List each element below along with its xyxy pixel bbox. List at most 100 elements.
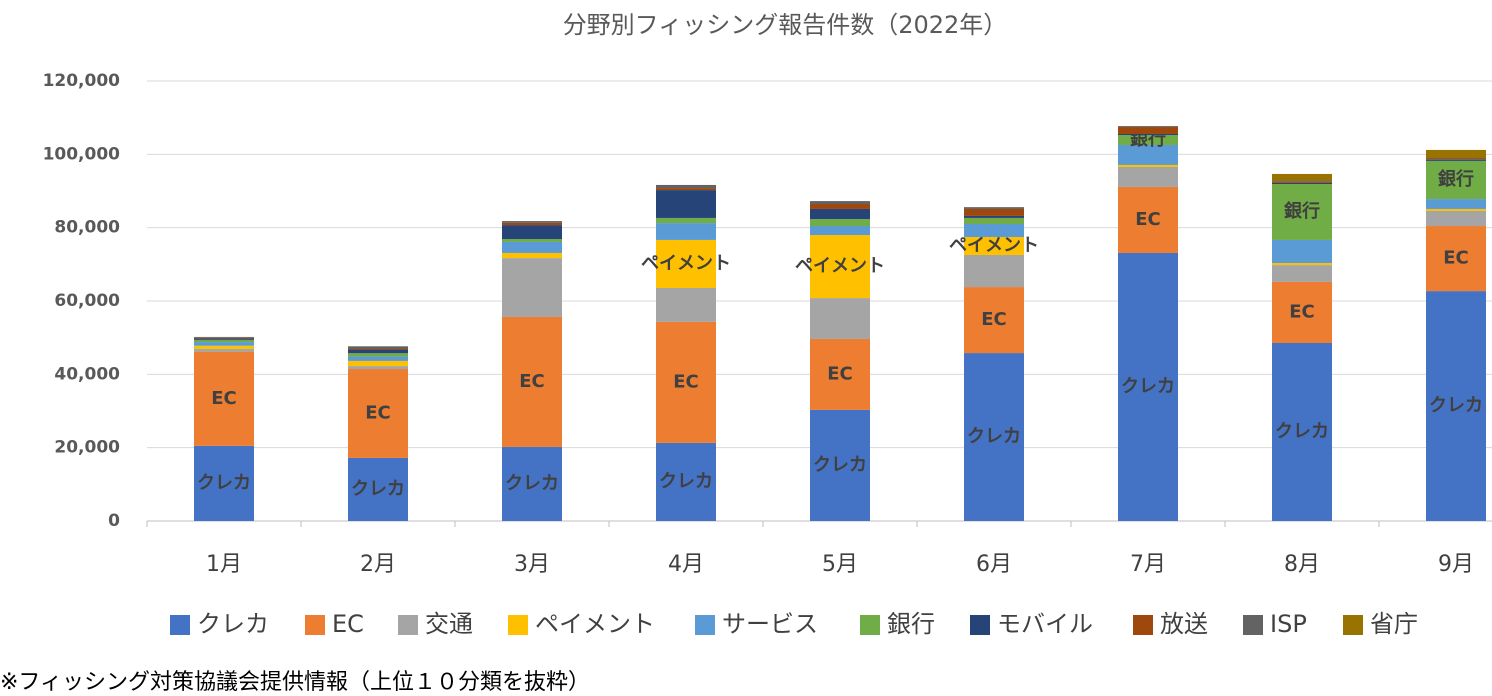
bar-segment	[1118, 133, 1178, 136]
legend-swatch	[1243, 615, 1263, 635]
legend-swatch	[970, 615, 990, 635]
bar-segment	[502, 222, 562, 226]
legend-label: サービス	[722, 610, 818, 638]
bar-segment	[1426, 291, 1486, 521]
bar-segment	[810, 226, 870, 235]
segment-label: クレカ	[1429, 395, 1483, 416]
bar-segment	[1272, 281, 1332, 343]
segment-label: クレカ	[197, 472, 251, 493]
bar-segment	[502, 316, 562, 447]
bar-segment	[810, 208, 870, 220]
legend-swatch	[305, 615, 325, 635]
bar-segment	[656, 239, 716, 288]
bar-segment	[964, 254, 1024, 288]
y-tick-label: 40,000	[54, 364, 120, 384]
segment-label: クレカ	[967, 426, 1021, 447]
bar-segment	[194, 351, 254, 446]
x-tick-label: 7月	[1130, 552, 1166, 577]
bar-segment	[1272, 181, 1332, 183]
bar-segment	[502, 221, 562, 223]
bar-segment	[810, 235, 870, 299]
bar-segment	[1118, 144, 1178, 165]
bar-segment	[1426, 199, 1486, 209]
bar-segment	[1118, 166, 1178, 187]
legend-swatch	[695, 615, 715, 635]
y-tick-label: 120,000	[43, 71, 121, 91]
segment-label: 銀行	[1284, 200, 1320, 222]
legend-label: EC	[332, 610, 364, 638]
bar-segment	[656, 287, 716, 322]
x-tick-label: 1月	[206, 552, 242, 577]
bar-segment	[964, 208, 1024, 216]
bar-segment	[1272, 265, 1332, 282]
bar-segment	[810, 204, 870, 209]
x-tick-label: 5月	[822, 552, 858, 577]
bar-segment	[1426, 149, 1486, 158]
segment-label: EC	[365, 402, 391, 423]
x-tick-label: 3月	[514, 552, 550, 577]
bar-segment	[810, 201, 870, 205]
segment-label: クレカ	[659, 471, 713, 492]
bar-segment	[964, 237, 1024, 255]
segment-label: クレカ	[505, 473, 559, 494]
segment-label: EC	[673, 371, 699, 392]
y-tick-label: 0	[108, 511, 120, 531]
bar-segment	[964, 207, 1024, 209]
bar-segment	[964, 224, 1024, 238]
bar-segment	[1272, 263, 1332, 266]
bar-segment	[1272, 239, 1332, 264]
legend-label: 省庁	[1370, 610, 1418, 638]
bar-segment	[1118, 135, 1178, 145]
bar-segment	[656, 442, 716, 521]
bar-segment	[1272, 173, 1332, 182]
segment-label: クレカ	[813, 454, 867, 475]
legend-swatch	[170, 615, 190, 635]
segment-label: ペイメント	[949, 235, 1039, 256]
bar-segment	[194, 337, 254, 339]
bar-segment	[194, 342, 254, 346]
bar-segment	[502, 258, 562, 317]
footnote: ※フィッシング対策協議会提供情報（上位１０分類を抜粋）	[0, 670, 590, 695]
bar-segment	[1426, 160, 1486, 200]
y-tick-label: 100,000	[43, 144, 121, 164]
y-tick-label: 60,000	[54, 291, 120, 311]
bar-segment	[810, 219, 870, 227]
segment-label: クレカ	[1121, 376, 1175, 397]
segment-label: クレカ	[1275, 421, 1329, 442]
legend-swatch	[508, 615, 528, 635]
bar-segment	[1272, 182, 1332, 185]
legend-label: モバイル	[997, 610, 1093, 638]
segment-label: EC	[981, 309, 1007, 330]
bar-segment	[194, 339, 254, 343]
bar-segment	[348, 346, 408, 349]
bar-segment	[964, 217, 1024, 224]
bar-segment	[1118, 252, 1178, 521]
bar-segment	[1426, 226, 1486, 292]
bar-segment	[656, 188, 716, 191]
segment-label: ペイメント	[641, 253, 731, 274]
y-tick-label: 20,000	[54, 438, 120, 458]
bar-segment	[502, 241, 562, 253]
bar-segment	[1272, 184, 1332, 240]
bar-segment	[502, 252, 562, 259]
bar-segment	[810, 409, 870, 521]
legend-swatch	[398, 615, 418, 635]
bar-segment	[1272, 342, 1332, 521]
bar-segment	[502, 225, 562, 240]
legend-swatch	[1343, 615, 1363, 635]
segment-label: クレカ	[351, 478, 405, 499]
bar-segment	[1426, 160, 1486, 161]
bar-segment	[1118, 164, 1178, 167]
bar-segment	[348, 366, 408, 370]
bar-segment	[1426, 159, 1486, 161]
chart-title: 分野別フィッシング報告件数（2022年）	[563, 11, 1008, 39]
x-tick-label: 6月	[976, 552, 1012, 577]
bar-segment	[656, 184, 716, 189]
legend-label: クレカ	[197, 610, 269, 638]
bar-segment	[1118, 186, 1178, 253]
bar-segment	[1426, 210, 1486, 227]
bar-segment	[964, 353, 1024, 521]
bar-segment	[810, 338, 870, 410]
bar-segment	[1118, 126, 1178, 128]
segment-label: EC	[1135, 209, 1161, 230]
